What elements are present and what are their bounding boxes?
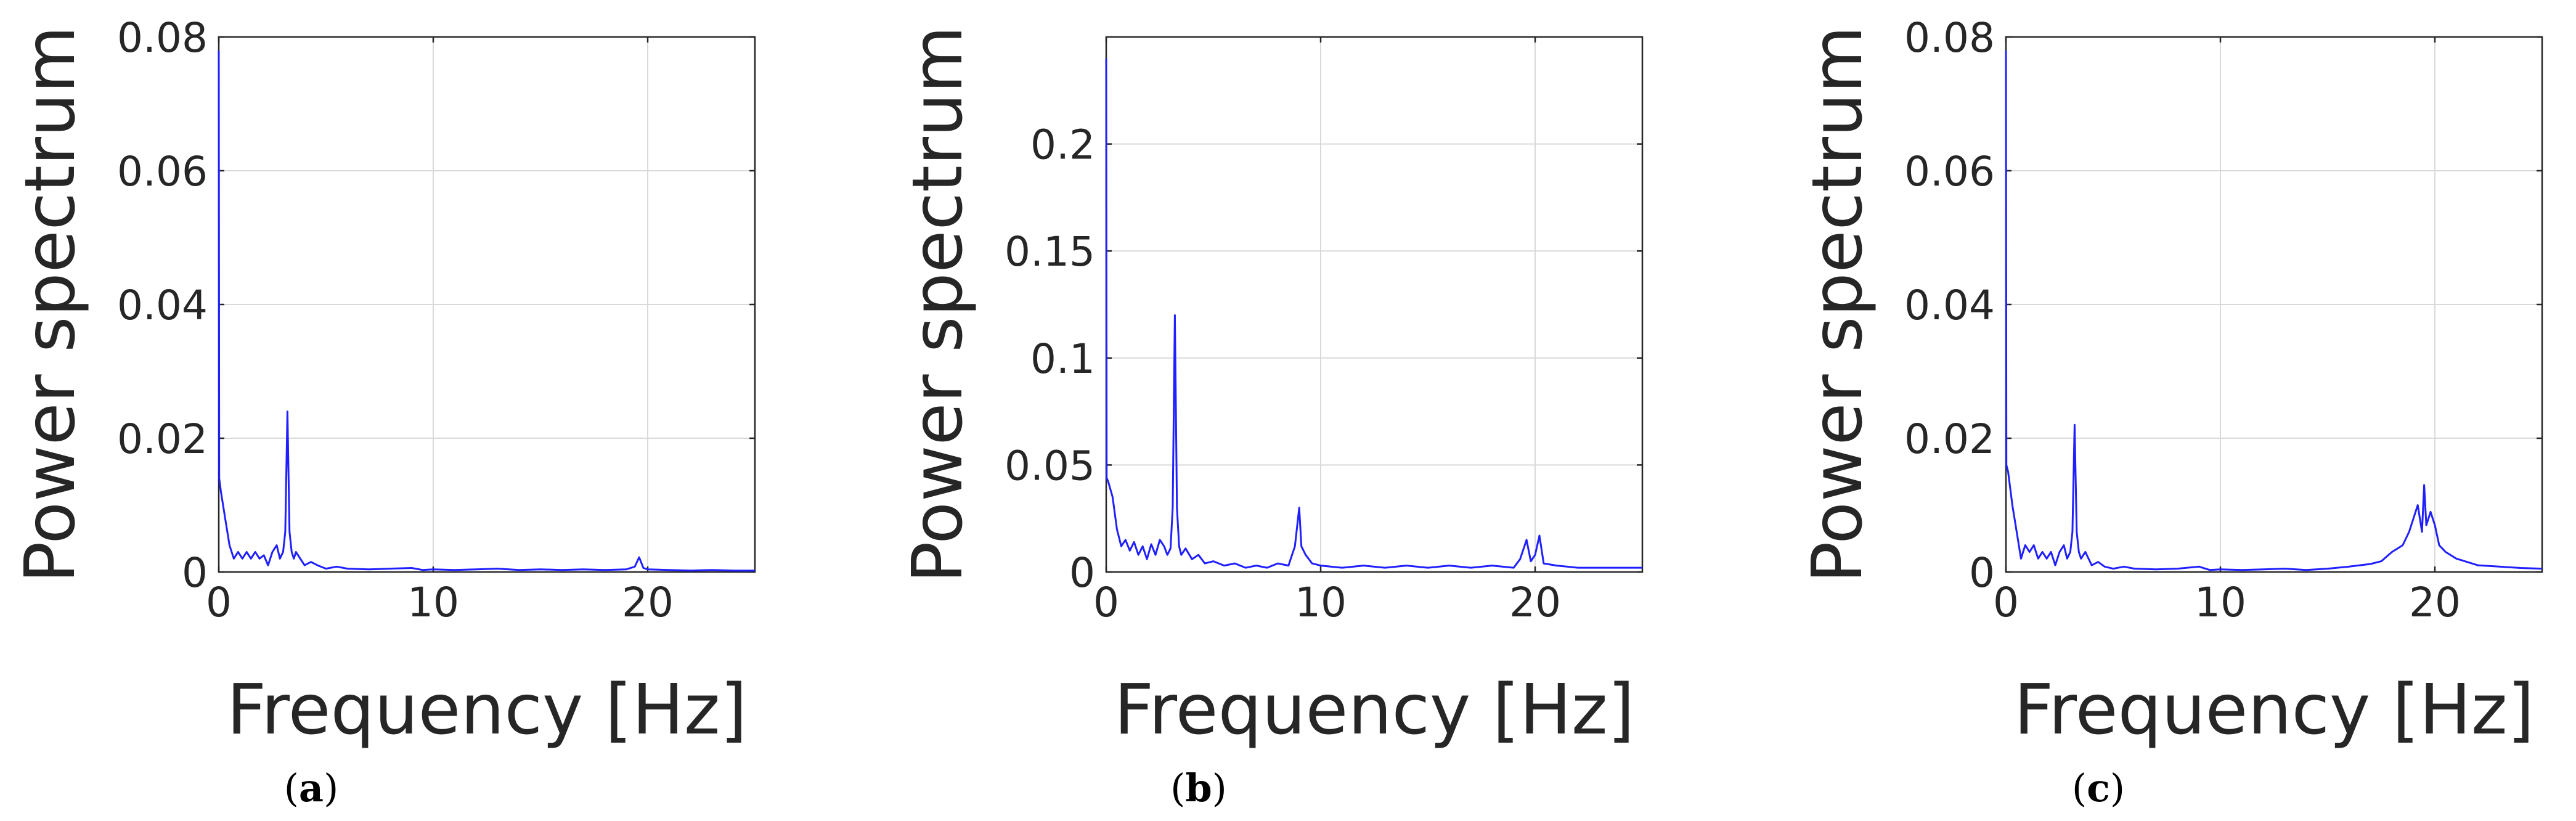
x-tick-label: 20 [622,579,674,626]
x-tick-label: 20 [2409,579,2461,626]
x-tick-label: 20 [1509,579,1561,626]
panel-label: (c) [2072,766,2125,811]
y-tick-label: 0.04 [1904,282,1995,329]
y-tick-label: 0 [1069,549,1095,597]
panel-label: (b) [1170,766,1227,811]
x-tick-label: 10 [1295,579,1347,626]
plot-area [1106,37,1642,572]
y-tick-label: 0.06 [1904,148,1995,195]
y-tick-label: 0 [1969,549,1995,597]
panel-label: (a) [284,766,339,811]
x-tick-label: 10 [407,579,459,626]
series-line-1 [1105,58,1642,569]
y-tick-label: 0.05 [1005,442,1095,489]
series-line-1 [218,50,755,572]
chart-panel-3: 0 0.02 0.04 0.06 0.08 0 10 20 Frequency [Hz] Powe… [1798,14,2543,811]
y-tick-label: 0.08 [117,14,208,62]
y-tick-label: 0.02 [1904,415,1995,463]
y-tick-label: 0.2 [1030,121,1095,169]
x-axis-label: Frequency [Hz] [2014,670,2535,750]
x-tick-label: 0 [1993,579,2019,626]
y-tick-label: 0.06 [117,148,208,195]
y-axis-label: Power spectrum [10,26,91,583]
y-tick-label: 0.15 [1005,228,1095,276]
y-tick-label: 0.08 [1904,14,1995,62]
chart-panel-1: 0 0.02 0.04 0.06 0.08 0 10 20 Frequency [Hz] Powe… [10,14,756,811]
series-line-1 [2005,50,2543,571]
x-axis-label: Frequency [Hz] [227,670,748,750]
x-tick-label: 10 [2195,579,2246,626]
chart-panel-2: 0 0.05 0.1 0.15 0.2 0 10 20 Frequency [Hz] Power … [898,26,1644,811]
x-tick-label: 0 [206,579,232,626]
y-tick-label: 0.02 [117,415,208,463]
y-tick-label: 0 [182,549,208,597]
y-tick-label: 0.1 [1030,335,1095,383]
x-tick-label: 0 [1093,579,1119,626]
x-axis-label: Frequency [Hz] [1114,670,1635,750]
y-axis-label: Power spectrum [898,26,978,583]
y-tick-label: 0.04 [117,282,208,329]
y-axis-label: Power spectrum [1798,26,1878,583]
